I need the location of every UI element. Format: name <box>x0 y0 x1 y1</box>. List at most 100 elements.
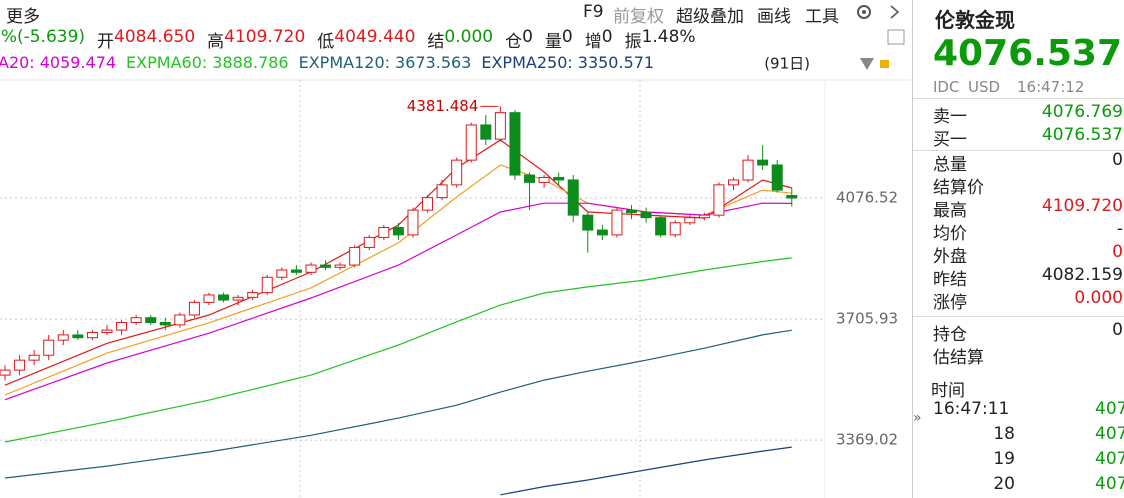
candle-body <box>611 209 623 236</box>
indicator-line <box>4 329 792 479</box>
quote-label: 总量 <box>933 155 967 175</box>
candle-body <box>596 229 608 236</box>
candle-body <box>407 209 419 236</box>
legend-name: A20: <box>0 53 35 72</box>
candle-body <box>130 317 142 324</box>
candle-body <box>232 296 244 301</box>
indicator-line <box>4 257 792 443</box>
period[interactable]: (91日) <box>764 55 810 73</box>
lock-icon[interactable] <box>880 60 889 68</box>
candle-body <box>276 269 288 278</box>
collapse-button[interactable]: » <box>913 410 922 426</box>
indicator-line <box>500 446 792 496</box>
quote-label: 买一 <box>933 130 967 150</box>
info-value: 4109.720 <box>224 27 306 47</box>
candle-body <box>43 339 55 356</box>
tool-button[interactable]: 工具 <box>805 7 839 27</box>
tick-time: 19 <box>993 449 1015 469</box>
tick-time: 18 <box>993 424 1015 444</box>
tool-button[interactable]: 超级叠加 <box>676 7 744 27</box>
candle-body <box>363 236 375 248</box>
candle-body <box>480 124 492 140</box>
quote-label: 涨停 <box>933 293 967 313</box>
separator <box>913 98 1124 99</box>
tick-price: 407 <box>1095 424 1124 444</box>
quote-label: 结算价 <box>933 178 984 198</box>
info-label: 低 <box>317 32 335 52</box>
quote-value: 0.000 <box>1074 288 1123 308</box>
legend-value: 4059.474 <box>39 53 117 72</box>
tool-button[interactable]: 画线 <box>757 7 791 27</box>
candle-body <box>72 334 84 339</box>
candle-body <box>57 334 69 341</box>
quote-label: 外盘 <box>933 247 967 267</box>
quote-label: 卖一 <box>933 107 967 127</box>
settings-icon[interactable] <box>854 2 874 22</box>
tick-time: 16:47:11 <box>933 399 1010 419</box>
indicator-line <box>4 164 792 396</box>
quote-value: 0 <box>1112 320 1123 340</box>
candle-body <box>728 179 739 186</box>
more-button[interactable]: 更多 <box>6 7 40 27</box>
candle-body <box>174 314 186 326</box>
quote-panel: 伦敦金现 4076.537 IDC USD 16:47:12 时间 卖一 4076… <box>912 0 1124 498</box>
quote-label: 均价 <box>933 224 967 244</box>
candle-body <box>334 264 346 268</box>
candle-body <box>626 209 638 214</box>
y-tick-label: 3369.02 <box>836 431 898 449</box>
candle-body <box>786 195 798 199</box>
candle-body <box>378 227 390 238</box>
candle-body <box>247 292 259 298</box>
info-value: 0 <box>601 27 613 47</box>
candle-body <box>771 164 783 191</box>
candle-body <box>101 329 113 334</box>
tool-button[interactable]: 前复权 <box>613 7 664 27</box>
quote-label: 最高 <box>933 201 967 221</box>
candle-body <box>305 264 317 273</box>
candle-body <box>451 159 463 186</box>
candle-body <box>116 322 128 331</box>
candle-body <box>567 179 579 216</box>
candle-body <box>261 276 273 294</box>
info-label: 增 <box>584 32 602 52</box>
info-value: 1.48% <box>641 27 696 47</box>
candle-body <box>757 159 769 166</box>
legend: A20: 4059.474 EXPMA60: 3888.786 EXPMA120: 367… <box>0 53 654 72</box>
candle-body <box>28 354 40 361</box>
info-label: 高 <box>207 32 225 52</box>
separator <box>913 316 1124 317</box>
tick-price: 407 <box>1095 449 1124 469</box>
info-value: 0.000 <box>444 27 494 47</box>
candle-body <box>742 159 754 181</box>
info-label: 量 <box>544 32 562 52</box>
tool-button[interactable]: F9 <box>583 2 604 22</box>
ticks-header: 时间 <box>931 381 965 401</box>
next-icon[interactable] <box>888 4 902 20</box>
candle-body <box>655 217 667 236</box>
candle-body <box>524 174 536 183</box>
info-value: 0 <box>522 27 533 47</box>
quote-label: 昨结 <box>933 270 967 290</box>
legend-name: EXPMA60: <box>126 53 208 72</box>
legend-value: 3888.786 <box>212 53 289 72</box>
quote-title: 伦敦金现 <box>935 8 1015 32</box>
legend-name: EXPMA120: <box>298 53 391 72</box>
quote-value: 4082.159 <box>1041 265 1123 285</box>
candle-body <box>145 317 157 324</box>
candle-body <box>684 217 696 224</box>
tick-price: 407 <box>1095 474 1124 494</box>
wp-icon[interactable] <box>887 29 905 45</box>
quote-value: 0 <box>1112 242 1123 262</box>
candle-body <box>713 184 725 216</box>
candle-body <box>0 369 11 376</box>
candle-body <box>494 112 506 140</box>
candle-body <box>290 269 302 273</box>
quote-currency: USD <box>968 78 1001 96</box>
candle-body <box>669 222 681 236</box>
toolbar: 更多 F9 前复权 超级叠加 画线 工具 <box>0 0 910 27</box>
chart: (91日) 4076.52 3705.93 3369.02 4381.484 <box>0 29 910 498</box>
tick-price: 407 <box>1095 399 1124 419</box>
period-dropdown[interactable] <box>860 58 874 70</box>
candle-body <box>509 112 521 176</box>
